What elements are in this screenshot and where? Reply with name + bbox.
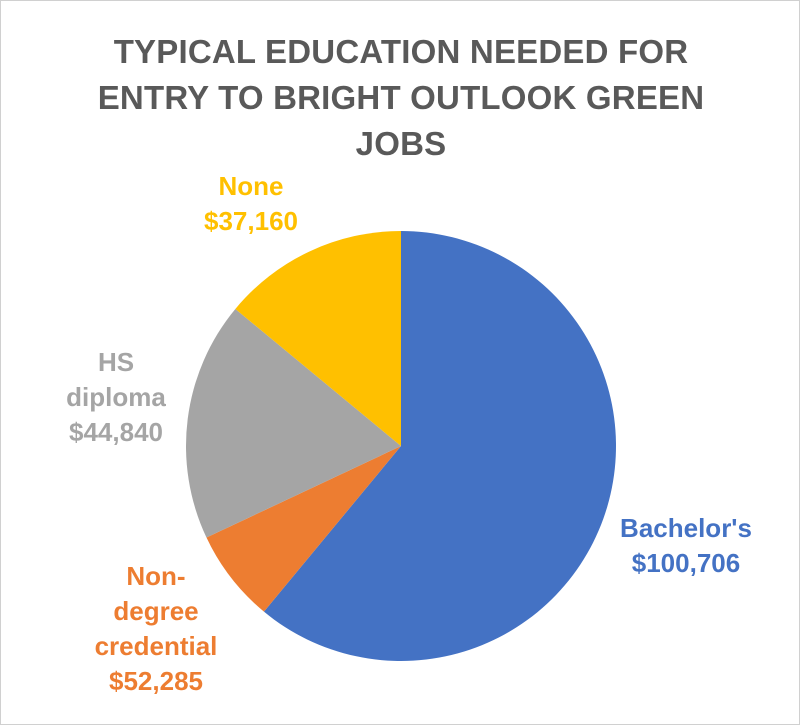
slice-label-non-degree: Non- degree credential $52,285	[61, 559, 251, 699]
pie-slice-bachelors	[263, 231, 616, 661]
chart-title-line-1: TYPICAL EDUCATION NEEDED FOR	[113, 33, 689, 70]
slice-label-non-degree-value: $52,285	[109, 666, 203, 696]
slice-label-bachelors-name: Bachelor's	[620, 513, 752, 543]
pie-slice-non-degree	[206, 446, 401, 612]
slice-label-none-value: $37,160	[204, 206, 298, 236]
slice-label-none-name: None	[218, 171, 284, 201]
chart-title-line-3: JOBS	[355, 125, 447, 162]
slice-label-non-degree-line-2: degree	[113, 596, 199, 626]
pie-slice-hs-diploma	[185, 308, 401, 538]
slice-label-hs-diploma-line-1: HS	[97, 347, 135, 377]
pie-slice-none	[235, 231, 401, 446]
slice-label-none: None $37,160	[181, 169, 321, 239]
slice-label-bachelors: Bachelor's $100,706	[601, 511, 771, 581]
slice-label-non-degree-line-1: Non-	[126, 561, 186, 591]
chart-title-line-2: ENTRY TO BRIGHT OUTLOOK GREEN	[97, 79, 705, 116]
slice-label-bachelors-value: $100,706	[631, 548, 741, 578]
slice-label-non-degree-line-3: credential	[94, 631, 218, 661]
chart-title: TYPICAL EDUCATION NEEDED FOR ENTRY TO BR…	[1, 29, 800, 167]
slice-label-hs-diploma-value: $44,840	[69, 417, 163, 447]
pie-slices	[185, 231, 616, 661]
slice-label-hs-diploma-line-2: diploma	[66, 382, 166, 412]
slice-label-hs-diploma: HS diploma $44,840	[46, 345, 186, 450]
